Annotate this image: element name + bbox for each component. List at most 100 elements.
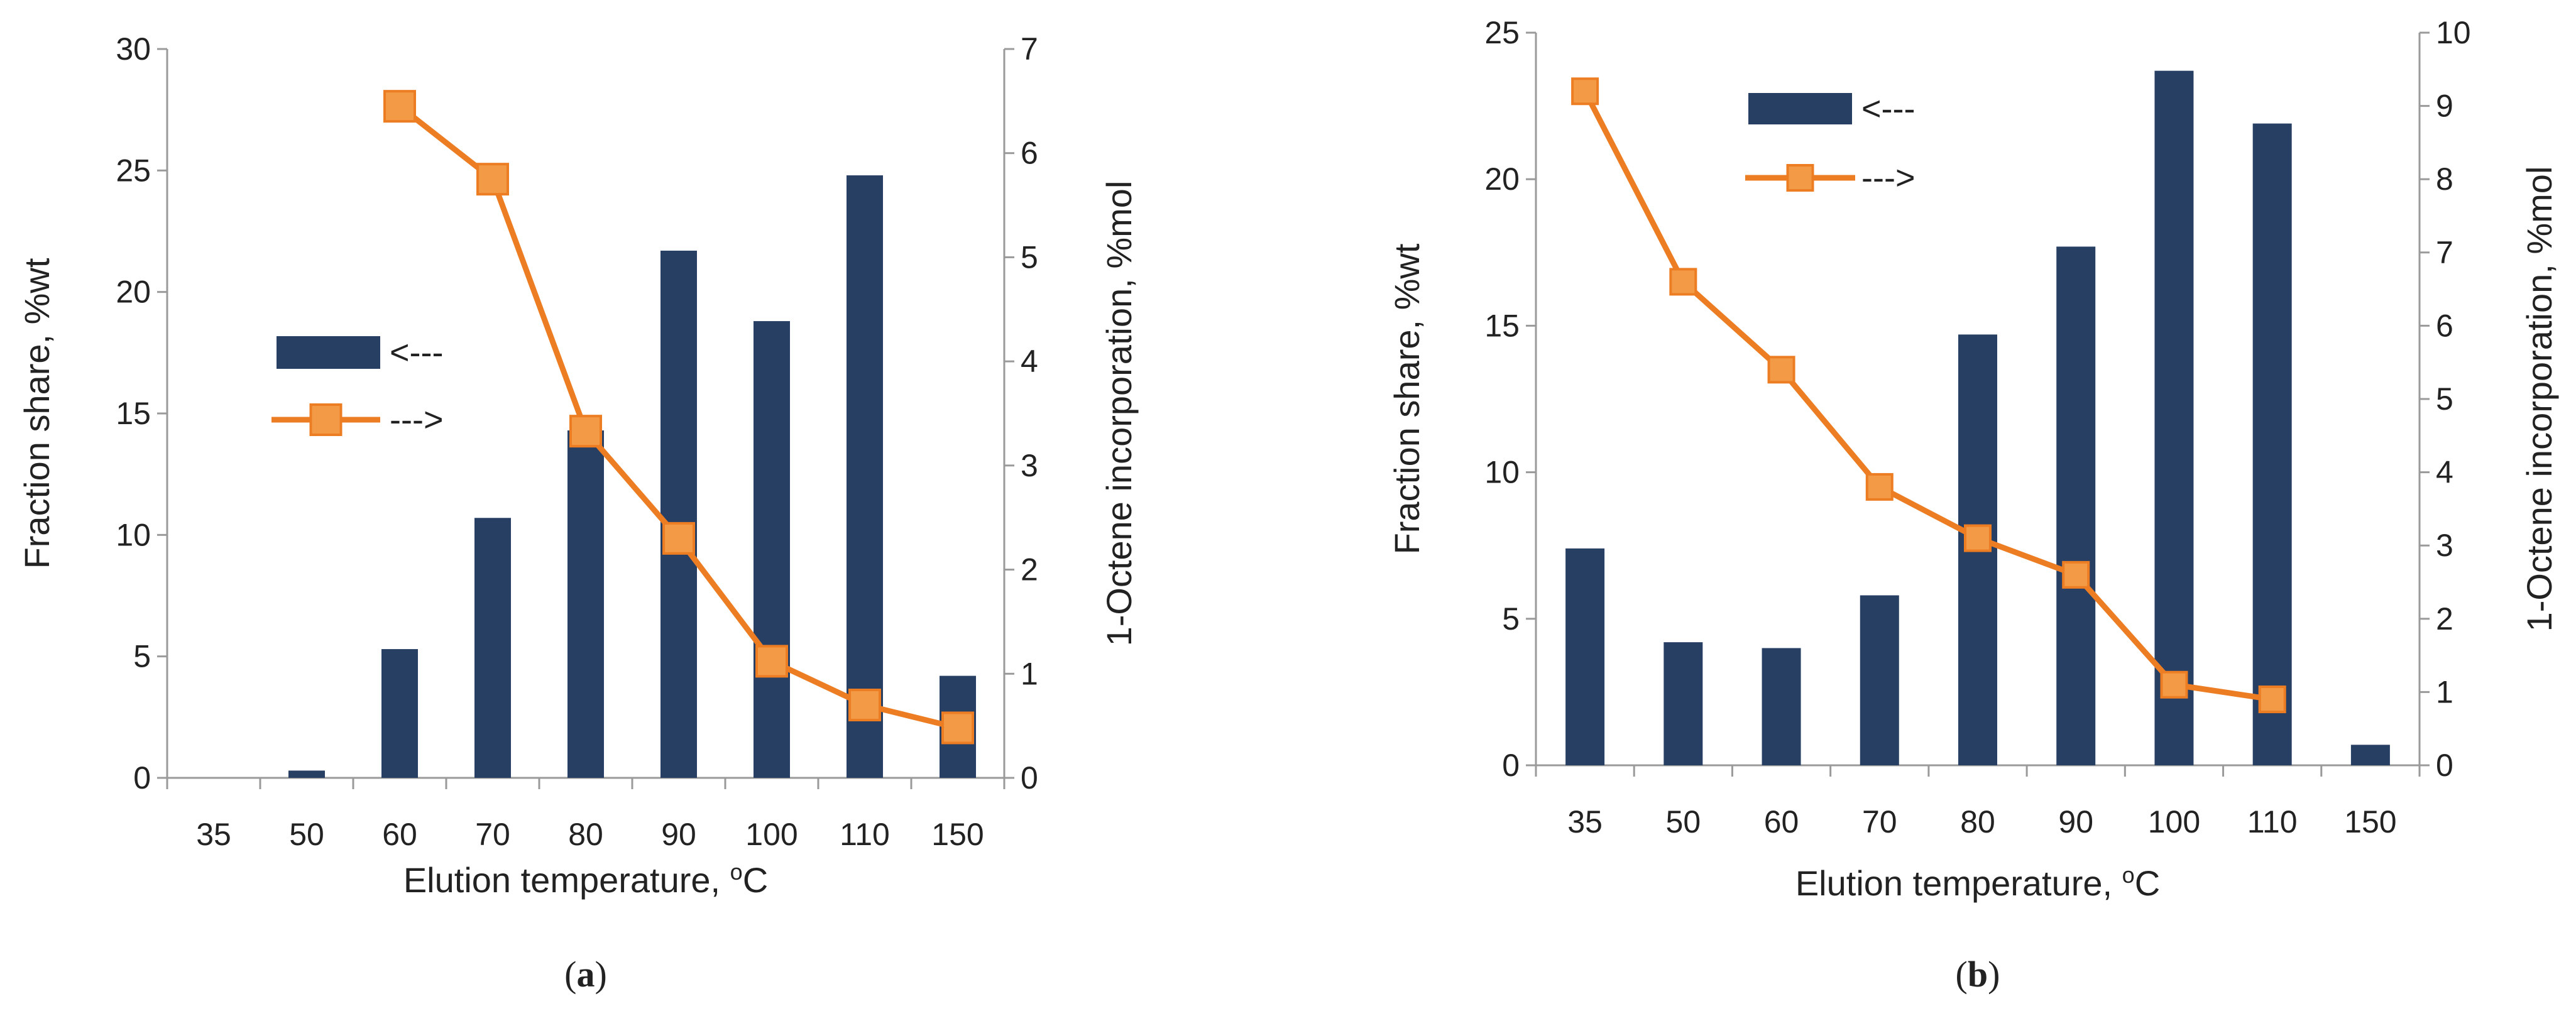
chart-a-ytick-label: 20 xyxy=(116,275,151,310)
chart-b-y2tick-label: 4 xyxy=(2436,455,2453,490)
chart-b-ytick-label: 25 xyxy=(1484,15,1520,50)
chart-b-xlabel: Elution temperature, oC xyxy=(1795,862,2160,903)
chart-a-ytick-label: 5 xyxy=(133,639,151,674)
chart-a-y2tick-label: 4 xyxy=(1021,344,1038,379)
chart-a-line-point-100 xyxy=(755,645,788,678)
chart-b-bar-35 xyxy=(1565,548,1605,765)
chart-a-xtick-label: 35 xyxy=(196,817,231,852)
chart-b-xtick-label: 50 xyxy=(1666,804,1701,839)
chart-b-xtick-label: 70 xyxy=(1862,804,1897,839)
chart-a-xtick-label: 80 xyxy=(568,817,603,852)
chart-a-ytick-label: 15 xyxy=(116,396,151,431)
chart-a-ytick-label: 0 xyxy=(133,760,151,795)
chart-b-line-point-60 xyxy=(1767,356,1795,384)
chart-b-bar-150 xyxy=(2350,745,2390,765)
chart-b-caption: (b) xyxy=(1956,954,2000,995)
chart-a-xlabel-sup: o xyxy=(730,859,743,885)
chart-b-line-series xyxy=(1582,90,2273,702)
chart-b-xtick-label: 110 xyxy=(2247,804,2298,839)
chart-a-legend-bar-label: <--- xyxy=(390,334,443,371)
chart-b-caption-letter: b xyxy=(1968,954,1988,995)
chart-b-caption-close: ) xyxy=(1988,954,2000,995)
chart-b-bar-90 xyxy=(2056,246,2096,765)
chart-b-xtick-label: 90 xyxy=(2058,804,2093,839)
chart-a-caption-close: ) xyxy=(595,954,607,995)
chart-b-xtick-label: 150 xyxy=(2344,804,2396,839)
chart-a: 0 5 10 15 20 25 30 0 1 2 3 4 5 6 7 35 50 60 70 80 90 100 110 15… xyxy=(17,31,1139,995)
chart-b-ytick-label: 15 xyxy=(1484,308,1520,343)
chart-a-bar-70 xyxy=(474,518,511,778)
chart-a-line-point-110 xyxy=(848,689,881,721)
chart-a-line-point-150 xyxy=(941,711,974,745)
chart-b-y2label: 1-Octene incorporation, %mol xyxy=(2519,167,2559,632)
chart-a-caption-letter: a xyxy=(577,954,595,995)
chart-b-y2tick-label: 9 xyxy=(2436,89,2453,124)
chart-a-xtick-label: 90 xyxy=(661,817,696,852)
chart-b-ytick-label: 20 xyxy=(1484,161,1520,197)
chart-a-line-point-70 xyxy=(476,163,509,196)
chart-a-caption: (a) xyxy=(564,954,607,995)
chart-b-y2tick-label: 6 xyxy=(2436,308,2453,343)
chart-b-xtick-label: 60 xyxy=(1764,804,1799,839)
chart-b-ylabel: Fraction share, %wt xyxy=(1387,243,1427,554)
chart-b-legend-line-label: ---> xyxy=(1861,159,1915,197)
chart-b: 0 5 10 15 20 25 0 1 2 3 4 5 6 7 8 9 10 35 50 60 70 80 90 100 110… xyxy=(1387,15,2559,995)
chart-b-legend-line-marker xyxy=(1786,164,1814,192)
chart-a-caption-open: ( xyxy=(564,954,576,995)
chart-a-xtick-label: 60 xyxy=(382,817,417,852)
chart-b-line-point-70 xyxy=(1865,472,1894,501)
chart-b-xtick-label: 80 xyxy=(1960,804,1995,839)
chart-b-ytick-label: 5 xyxy=(1502,601,1520,636)
chart-b-y2tick-label: 3 xyxy=(2436,528,2453,563)
chart-b-xlabel-text: Elution temperature, xyxy=(1795,863,2122,903)
chart-b-y2tick-label: 2 xyxy=(2436,601,2453,636)
chart-b-line-point-35 xyxy=(1571,77,1599,106)
chart-b-line-point-90 xyxy=(2062,560,2090,589)
chart-a-y2tick-label: 1 xyxy=(1021,656,1038,691)
chart-a-legend-bar-swatch xyxy=(277,336,380,369)
chart-a-y2label: 1-Octene incorporation, %mol xyxy=(1099,181,1139,647)
chart-a-xtick-label: 110 xyxy=(840,817,890,852)
chart-b-ytick-label: 10 xyxy=(1484,455,1520,490)
chart-a-y2tick-label: 5 xyxy=(1021,239,1038,275)
chart-b-line-point-100 xyxy=(2160,670,2188,699)
chart-a-xtick-label: 150 xyxy=(931,817,984,852)
chart-b-xtick-label: 100 xyxy=(2148,804,2200,839)
chart-b-y2tick-label: 8 xyxy=(2436,161,2453,197)
chart-b-line-point-80 xyxy=(1964,524,1992,552)
chart-b-y2tick-label: 10 xyxy=(2436,15,2471,50)
chart-a-bar-100 xyxy=(754,321,790,778)
chart-a-xtick-label: 50 xyxy=(289,817,324,852)
chart-b-ytick-label: 0 xyxy=(1502,748,1520,783)
chart-a-y2tick-label: 0 xyxy=(1021,760,1038,795)
chart-b-y2tick-label: 5 xyxy=(2436,381,2453,417)
chart-b-bar-70 xyxy=(1860,595,1899,765)
chart-b-y2tick-label: 1 xyxy=(2436,674,2453,709)
chart-b-caption-open: ( xyxy=(1956,954,1968,995)
chart-a-legend-line-label: ---> xyxy=(390,401,443,439)
chart-b-line-point-110 xyxy=(2258,686,2286,714)
chart-a-xlabel: Elution temperature, oC xyxy=(403,859,768,900)
chart-b-legend-bar-label: <--- xyxy=(1861,90,1915,128)
chart-a-line-point-80 xyxy=(569,415,602,448)
chart-a-y2tick-label: 2 xyxy=(1021,552,1038,587)
chart-b-bar-100 xyxy=(2154,70,2194,766)
chart-a-xtick-label: 70 xyxy=(475,817,510,852)
chart-b-bar-50 xyxy=(1663,642,1703,765)
chart-a-bar-60 xyxy=(381,649,418,778)
chart-a-ylabel: Fraction share, %wt xyxy=(17,258,57,569)
chart-a-y2tick-label: 3 xyxy=(1021,448,1038,483)
chart-b-legend-bar-swatch xyxy=(1748,93,1852,124)
chart-a-bar-110 xyxy=(847,175,883,778)
chart-a-ytick-label: 25 xyxy=(116,153,151,188)
chart-a-y2tick-label: 7 xyxy=(1021,31,1038,67)
chart-b-line-point-50 xyxy=(1669,268,1697,296)
chart-b-xtick-label: 35 xyxy=(1567,804,1603,839)
chart-b-y2tick-label: 0 xyxy=(2436,748,2453,783)
chart-a-legend-line-marker xyxy=(309,403,343,436)
chart-a-bar-90 xyxy=(660,250,697,778)
chart-b-bar-110 xyxy=(2252,123,2292,766)
chart-b-xlabel-sup: o xyxy=(2122,862,2135,888)
chart-b-xlabel-unit: C xyxy=(2135,863,2160,903)
